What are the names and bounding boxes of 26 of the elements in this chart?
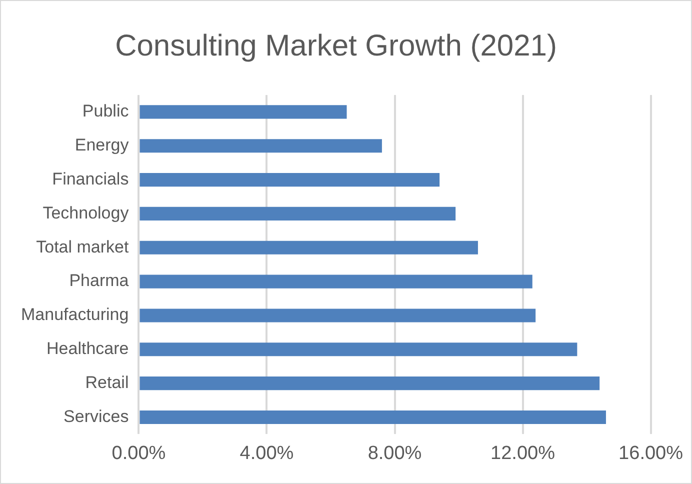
bar [140, 240, 478, 254]
bar [140, 308, 536, 322]
y-tick-label: Public [82, 102, 130, 121]
y-tick-label: Technology [42, 203, 130, 222]
bar [140, 410, 606, 424]
x-tick-label: 0.00% [112, 442, 166, 464]
bar [140, 139, 382, 153]
x-tick-label: 8.00% [368, 442, 422, 464]
bar [140, 274, 532, 288]
bar [140, 206, 456, 221]
y-tick-label: Financials [52, 169, 129, 188]
x-tick-label: 16.00% [618, 442, 684, 464]
y-tick-label: Healthcare [46, 339, 129, 358]
y-tick-label: Pharma [69, 271, 130, 290]
y-tick-label: Manufacturing [20, 305, 129, 324]
bar [140, 105, 347, 119]
chart-title: Consulting Market Growth (2021) [115, 29, 557, 62]
y-tick-label: Services [64, 406, 129, 426]
bar [140, 376, 600, 390]
y-tick-label: Total market [36, 237, 129, 256]
bar [140, 173, 440, 187]
y-tick-label: Energy [74, 136, 130, 155]
y-tick-label: Retail [85, 373, 129, 392]
x-tick-label: 12.00% [490, 442, 556, 464]
x-tick-label: 4.00% [240, 442, 294, 464]
bar [140, 342, 578, 356]
